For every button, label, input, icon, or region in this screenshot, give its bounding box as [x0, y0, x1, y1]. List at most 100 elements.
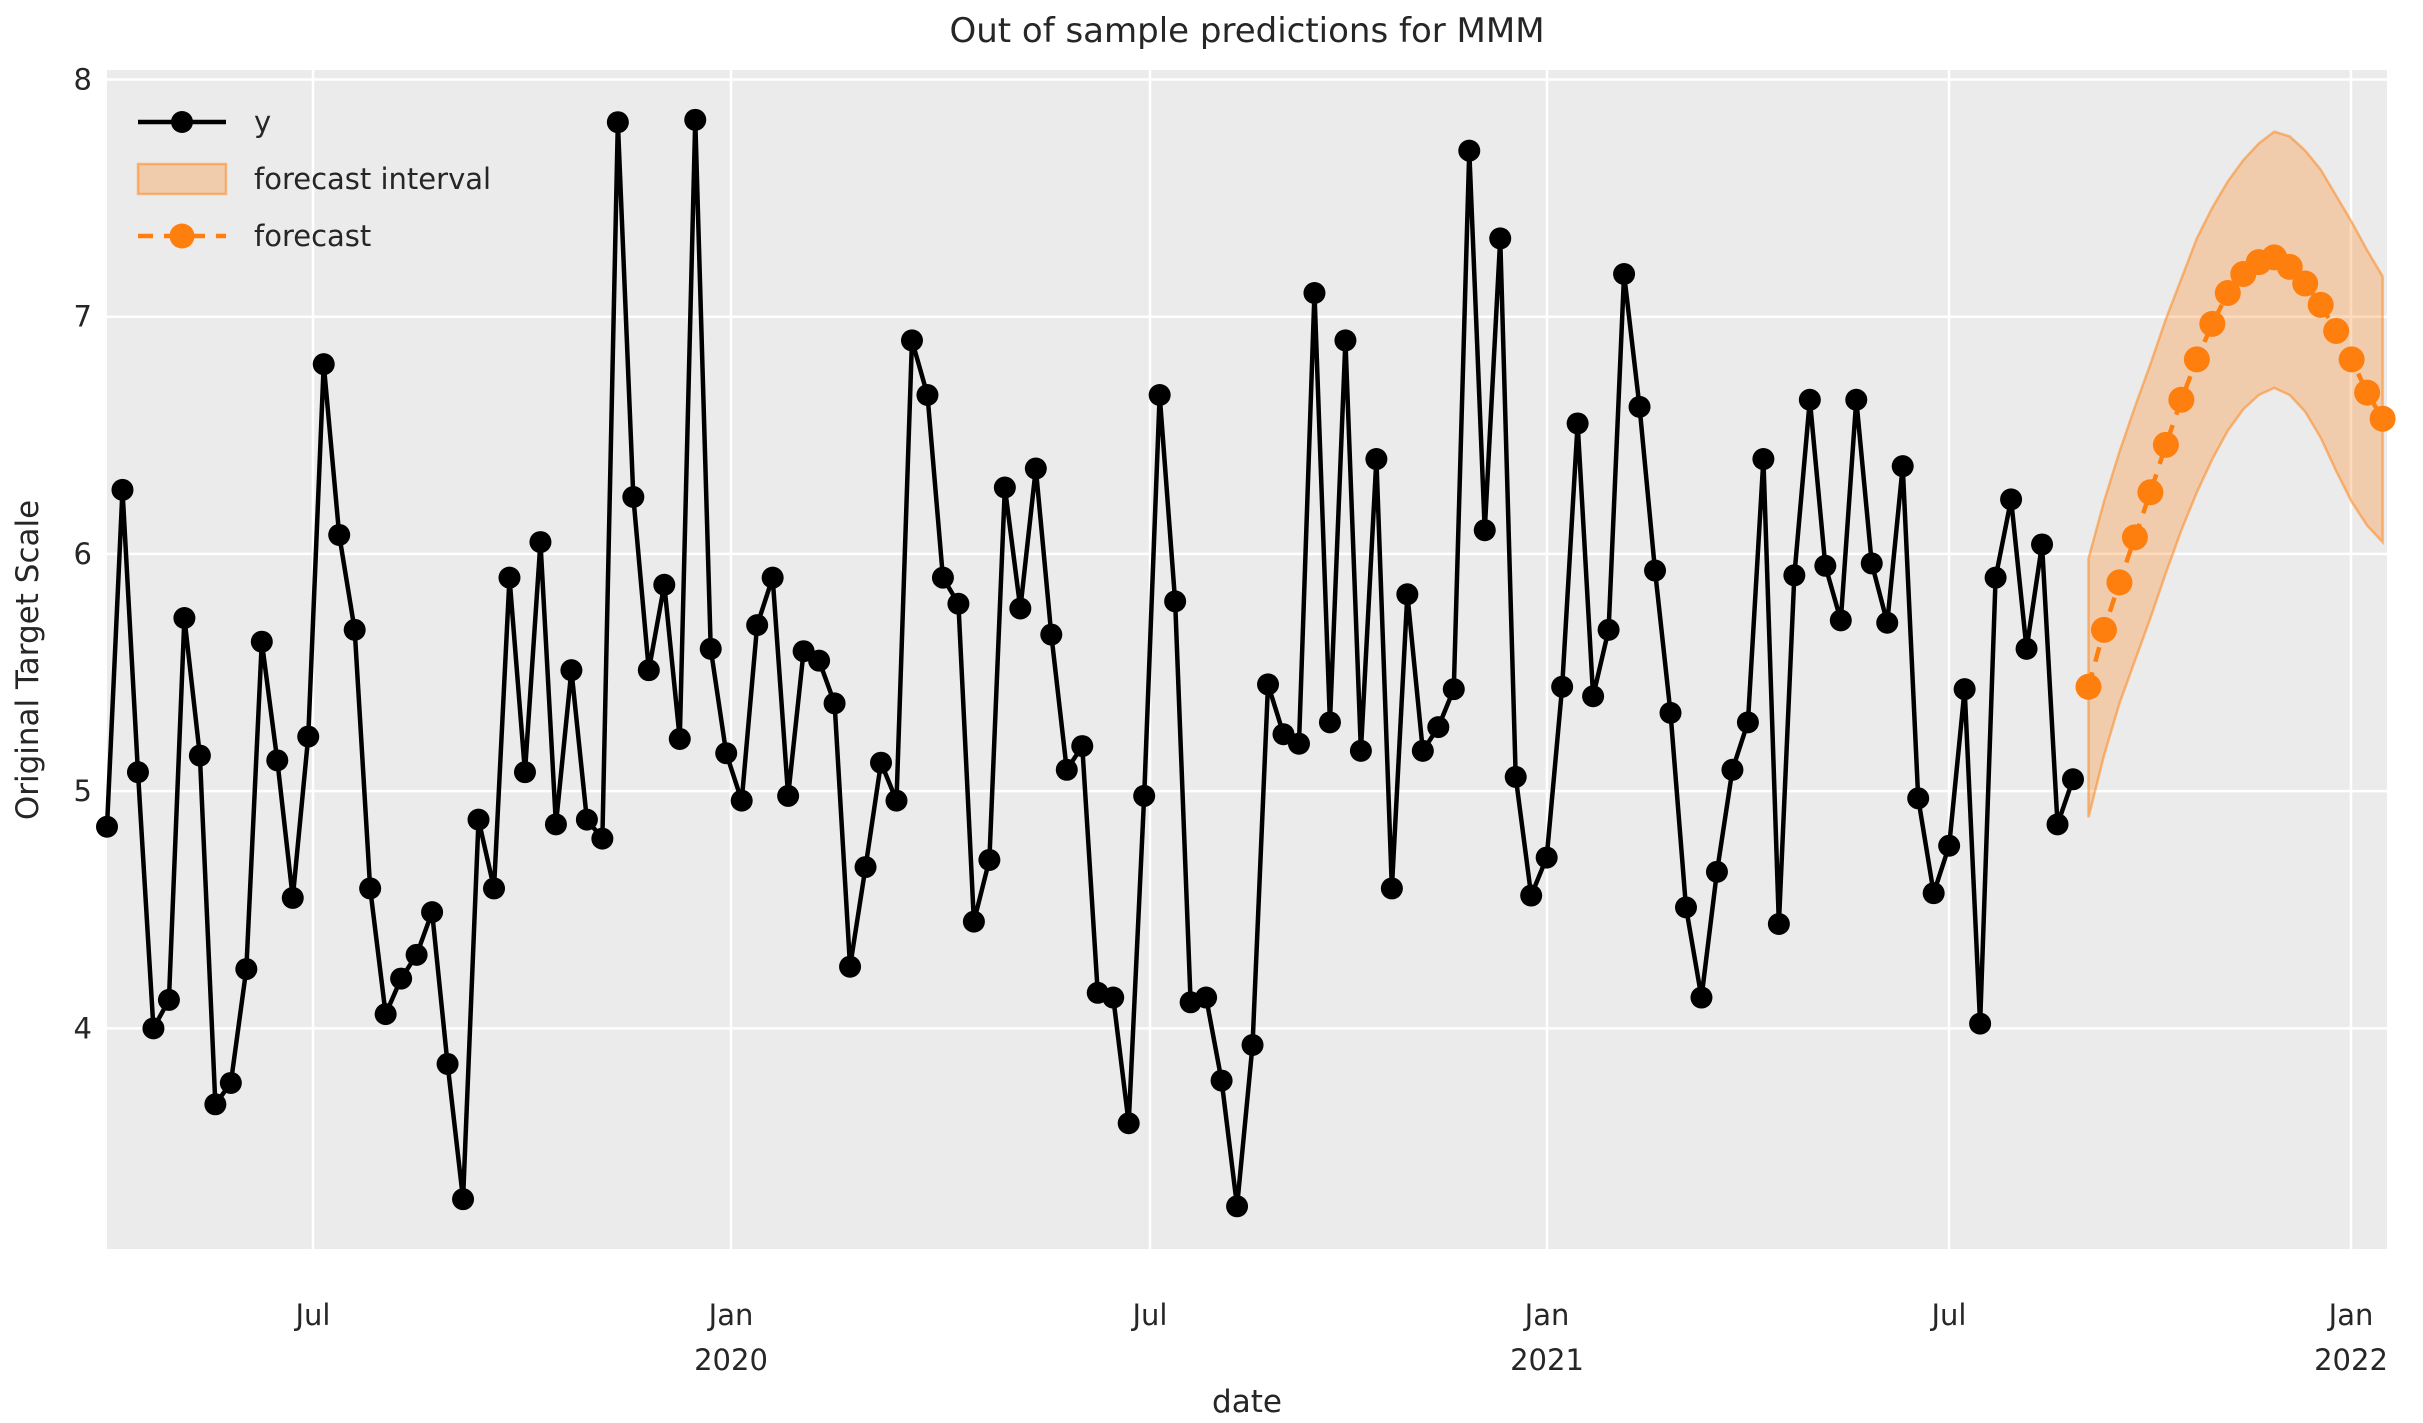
- y-marker: [1442, 678, 1465, 701]
- x-tick-label: Jul: [1131, 1298, 1168, 1332]
- y-marker: [1984, 566, 2007, 589]
- forecast-marker: [2307, 291, 2334, 318]
- y-marker: [1721, 758, 1744, 781]
- y-marker: [1829, 609, 1852, 632]
- y-marker: [1504, 765, 1527, 788]
- x-tick-year: 2021: [1510, 1343, 1584, 1377]
- forecast-marker: [2354, 379, 2381, 406]
- y-axis-label: Original Target Scale: [10, 500, 46, 820]
- y-marker: [467, 808, 490, 831]
- y-tick-labels: 8 7 6 5 4: [74, 62, 92, 1045]
- y-marker: [142, 1017, 165, 1040]
- x-axis-label: date: [1212, 1384, 1282, 1420]
- y-marker: [235, 958, 258, 981]
- y-marker: [1582, 685, 1605, 708]
- y-marker: [1195, 986, 1218, 1009]
- y-tick-label: 6: [74, 537, 92, 571]
- forecast-marker: [2137, 479, 2164, 506]
- y-marker: [173, 606, 196, 629]
- y-marker: [390, 967, 413, 990]
- x-tick-label: Jul: [294, 1298, 331, 1332]
- y-marker: [684, 108, 707, 131]
- y-marker: [483, 877, 506, 900]
- y-tick-label: 7: [74, 300, 92, 334]
- y-marker: [2000, 488, 2023, 511]
- legend: y forecast interval forecast: [136, 105, 491, 253]
- y-marker: [188, 744, 211, 767]
- y-marker: [1380, 877, 1403, 900]
- y-marker: [575, 808, 598, 831]
- y-marker: [513, 761, 536, 784]
- y-marker: [1055, 758, 1078, 781]
- y-marker: [931, 566, 954, 589]
- y-marker: [1040, 623, 1063, 646]
- x-tick-labels: Jul Jan 2020 Jul Jan 2021 Jul Jan 2022: [294, 1298, 2388, 1377]
- y-marker: [96, 815, 118, 838]
- y-marker: [1520, 884, 1543, 907]
- y-marker: [1133, 784, 1156, 807]
- legend-forecast-label: forecast: [254, 219, 371, 253]
- legend-interval-swatch: [136, 162, 228, 196]
- y-marker: [1551, 675, 1574, 698]
- y-marker: [823, 692, 846, 715]
- y-marker: [1164, 590, 1187, 613]
- y-marker: [1458, 139, 1481, 162]
- y-marker: [111, 478, 134, 501]
- y-marker: [266, 749, 289, 772]
- y-marker: [1752, 448, 1775, 471]
- y-marker: [962, 910, 985, 933]
- y-marker: [405, 943, 428, 966]
- y-tick-label: 8: [74, 62, 92, 96]
- y-marker: [1489, 227, 1512, 250]
- forecast-marker: [2292, 270, 2319, 297]
- y-marker: [219, 1071, 242, 1094]
- y-marker: [715, 742, 738, 765]
- y-marker: [916, 383, 939, 406]
- y-marker: [529, 531, 552, 554]
- y-marker: [637, 659, 660, 682]
- y-marker: [622, 486, 645, 509]
- x-tick-label: Jan: [707, 1298, 754, 1332]
- y-marker: [1876, 611, 1899, 634]
- y-marker: [1860, 552, 1883, 575]
- y-marker: [1628, 395, 1651, 418]
- y-marker: [1705, 860, 1728, 883]
- series-forecast: [2075, 244, 2396, 700]
- y-marker: [297, 725, 320, 748]
- forecast-marker: [2214, 279, 2241, 306]
- y-marker: [436, 1052, 459, 1075]
- forecast-marker: [2369, 405, 2396, 432]
- y-marker: [653, 573, 676, 596]
- forecast-marker: [2152, 431, 2179, 458]
- y-marker: [1938, 834, 1961, 857]
- y-marker: [1210, 1069, 1233, 1092]
- y-marker: [2015, 637, 2038, 660]
- y-marker: [1241, 1033, 1264, 1056]
- legend-interval-label: forecast interval: [254, 162, 491, 196]
- y-marker: [1226, 1195, 1249, 1218]
- y-marker: [947, 592, 970, 615]
- y-marker: [1473, 519, 1496, 542]
- x-tick-year: 2022: [2314, 1343, 2388, 1377]
- y-marker: [978, 848, 1001, 871]
- y-marker: [1845, 388, 1868, 411]
- y-marker: [1117, 1112, 1140, 1135]
- y-marker: [544, 813, 567, 836]
- y-marker: [157, 988, 180, 1011]
- y-marker: [343, 618, 366, 641]
- x-tick-label: Jul: [1930, 1298, 1967, 1332]
- y-marker: [1814, 554, 1837, 577]
- forecast-marker: [2276, 253, 2303, 280]
- y-marker: [839, 955, 862, 978]
- forecast-marker: [2106, 569, 2133, 596]
- y-marker: [854, 856, 877, 879]
- y-marker: [761, 566, 784, 589]
- y-marker: [1767, 913, 1790, 936]
- y-marker: [498, 566, 521, 589]
- series-y: [96, 108, 2084, 1218]
- gridlines: [107, 70, 2387, 1249]
- y-marker: [699, 637, 722, 660]
- y-marker: [1783, 564, 1806, 587]
- y-marker: [1907, 787, 1930, 810]
